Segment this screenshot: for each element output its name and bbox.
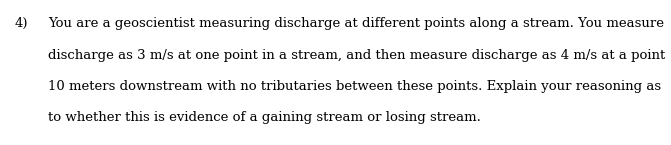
Text: to whether this is evidence of a gaining stream or losing stream.: to whether this is evidence of a gaining… [48, 111, 481, 124]
Text: You are a geoscientist measuring discharge at different points along a stream. Y: You are a geoscientist measuring dischar… [48, 17, 664, 30]
Text: discharge as 3 m/s at one point in a stream, and then measure discharge as 4 m/s: discharge as 3 m/s at one point in a str… [48, 49, 666, 62]
Text: 4): 4) [15, 17, 28, 30]
Text: 10 meters downstream with no tributaries between these points. Explain your reas: 10 meters downstream with no tributaries… [48, 80, 662, 93]
